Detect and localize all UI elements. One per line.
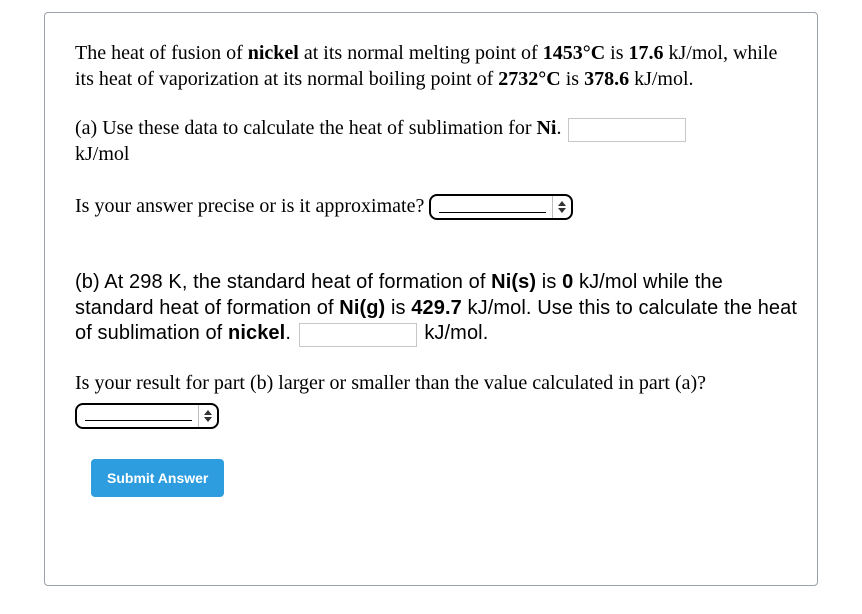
part-b-t2: is [536, 271, 562, 293]
part-b-t1: (b) At 298 K, the standard heat of forma… [75, 271, 491, 293]
compare-select[interactable] [75, 403, 219, 429]
part-a-paragraph: (a) Use these data to calculate the heat… [75, 116, 799, 168]
part-a-input[interactable] [568, 118, 686, 142]
part-b-b1: Ni(s) [491, 271, 536, 293]
precise-question: Is your answer precise or is it approxim… [75, 194, 799, 220]
intro-t6: kJ/mol. [629, 68, 693, 90]
part-a-b1: Ni [536, 117, 556, 139]
intro-b2: 1453°C [543, 42, 605, 64]
intro-t5: is [561, 68, 584, 90]
submit-answer-button[interactable]: Submit Answer [91, 459, 224, 497]
part-b-b5: nickel [228, 322, 285, 344]
intro-t1: The heat of fusion of [75, 42, 248, 64]
precise-select[interactable] [429, 194, 573, 220]
part-b-unit: kJ/mol. [424, 322, 488, 344]
intro-b1: nickel [248, 42, 299, 64]
page-container: The heat of fusion of nickel at its norm… [0, 0, 862, 614]
intro-b5: 378.6 [584, 68, 629, 90]
precise-question-text: Is your answer precise or is it approxim… [75, 195, 424, 217]
intro-t3: is [605, 42, 628, 64]
intro-b4: 2732°C [498, 68, 560, 90]
part-b-b3: Ni(g) [339, 297, 385, 319]
intro-b3: 17.6 [629, 42, 664, 64]
part-b-b4: 429.7 [411, 297, 462, 319]
intro-t2: at its normal melting point of [299, 42, 543, 64]
select-underline [439, 212, 546, 213]
part-b-input[interactable] [299, 323, 417, 347]
part-b-paragraph: (b) At 298 K, the standard heat of forma… [75, 270, 799, 347]
compare-question: Is your result for part (b) larger or sm… [75, 371, 799, 429]
part-a-t1: (a) Use these data to calculate the heat… [75, 117, 536, 139]
part-b-b2: 0 [562, 271, 573, 293]
question-panel: The heat of fusion of nickel at its norm… [44, 12, 818, 586]
part-b-t6: . [285, 322, 291, 344]
part-a-t2: . [556, 117, 561, 139]
intro-paragraph: The heat of fusion of nickel at its norm… [75, 41, 799, 92]
part-b-t4: is [385, 297, 411, 319]
select-underline [85, 420, 192, 421]
part-a-unit: kJ/mol [75, 143, 129, 165]
compare-question-text: Is your result for part (b) larger or sm… [75, 372, 706, 394]
stepper-icon [198, 405, 213, 427]
stepper-icon [552, 196, 567, 218]
